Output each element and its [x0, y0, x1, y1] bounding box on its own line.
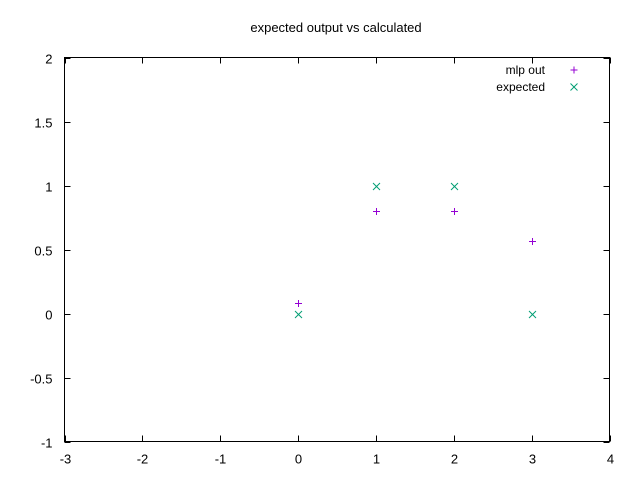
mlp-out-point [295, 300, 302, 307]
x-tick-label: 0 [295, 452, 302, 467]
x-tick-label: 1 [373, 452, 380, 467]
legend-label: expected [496, 80, 545, 94]
mlp-out-point [373, 208, 380, 215]
y-tick-label: 0 [45, 308, 52, 323]
legend-marker [570, 66, 578, 74]
y-axis: -1 -0.5 0 0.5 1 1.5 2 [30, 52, 610, 451]
x-axis: -3 -2 -1 0 1 2 3 4 [60, 57, 614, 467]
y-tick-label: -1 [41, 436, 53, 451]
x-tick-label: 3 [529, 452, 536, 467]
plot-frame [64, 57, 610, 442]
x-tick-label: -2 [137, 452, 149, 467]
x-tick-label: -1 [215, 452, 227, 467]
y-tick-label: 1 [45, 180, 52, 195]
mlp-out-point [529, 238, 536, 245]
chart-title: expected output vs calculated [250, 20, 421, 35]
expected-point [450, 182, 459, 191]
expected-point [372, 182, 381, 191]
y-tick-label: 2 [45, 52, 52, 67]
legend-marker [570, 83, 578, 91]
x-tick-label: 4 [607, 452, 614, 467]
x-tick-label: -3 [60, 452, 72, 467]
legend: mlp out expected [496, 63, 578, 94]
y-tick-label: 1.5 [34, 116, 52, 131]
mlp-out-point [451, 208, 458, 215]
series-layer [294, 182, 537, 319]
expected-point [294, 310, 303, 319]
y-tick-label: -0.5 [30, 372, 52, 387]
x-tick-label: 2 [451, 452, 458, 467]
expected-point [528, 310, 537, 319]
legend-label: mlp out [506, 63, 546, 77]
y-tick-label: 0.5 [34, 244, 52, 259]
